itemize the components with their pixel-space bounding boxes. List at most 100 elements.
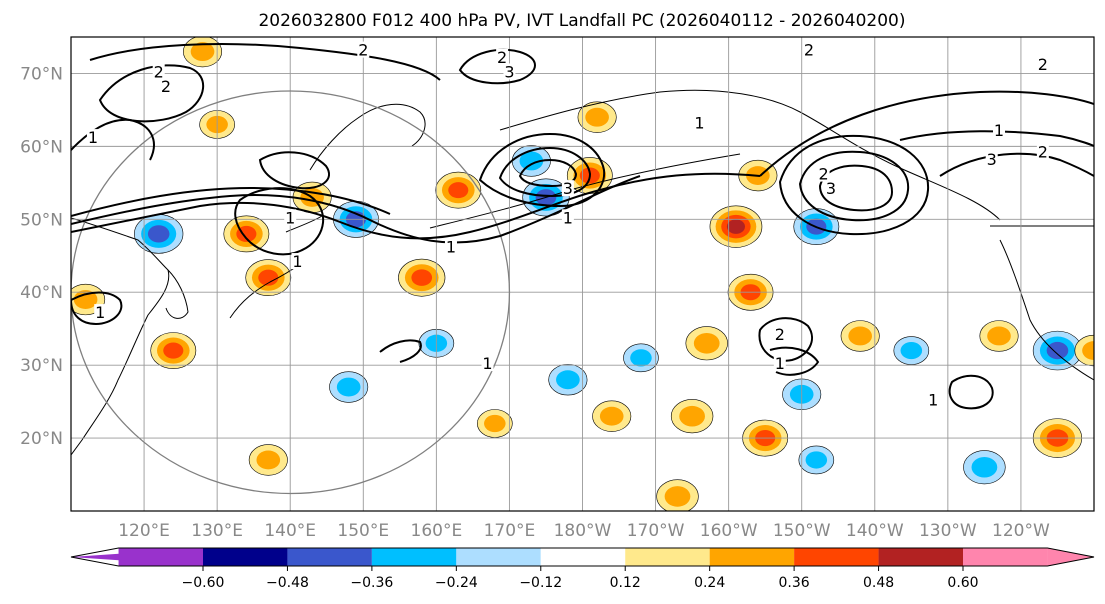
coastline-layer <box>71 89 1094 456</box>
colorbar-tick-label: 0.12 <box>610 575 641 591</box>
contour-line <box>759 90 1094 177</box>
contour-label: 2 <box>819 165 829 184</box>
colorbar-tick-label: −0.12 <box>519 575 562 591</box>
lat-tick-label: 60°N <box>20 137 63 157</box>
colorbar-segment <box>878 548 963 566</box>
positive-pv-anomaly <box>183 37 223 68</box>
lon-tick-label: 150°E <box>337 521 389 541</box>
contour-label-bg <box>773 325 786 342</box>
contour-label-bg <box>357 41 370 58</box>
colorbar-tick-label: 0.24 <box>694 575 725 591</box>
positive-pv-anomaly <box>435 171 482 209</box>
contour-line <box>758 317 813 362</box>
negative-pv-anomaly <box>134 214 184 254</box>
contour-label-bg <box>927 391 940 408</box>
coastline-korea <box>165 269 189 319</box>
contour-label: 3 <box>826 179 836 198</box>
contour-label: 3 <box>563 179 573 198</box>
contour-label-bg <box>503 63 516 80</box>
contour-label: 1 <box>928 391 938 410</box>
colorbar-segment <box>709 548 795 566</box>
positive-pv-anomaly <box>245 259 292 297</box>
contour-label: 1 <box>775 354 785 373</box>
negative-pv-anomaly <box>623 343 659 373</box>
lon-tick-label: 140°W <box>846 521 904 541</box>
lat-tick-label: 70°N <box>20 64 63 84</box>
contour-label: 1 <box>694 114 704 133</box>
colorbar-segment <box>287 548 372 566</box>
colorbar-extend-max <box>1047 548 1094 566</box>
lon-tick-label: 120°W <box>992 521 1050 541</box>
contour-label: 1 <box>994 121 1004 140</box>
coastline-asia <box>71 217 170 456</box>
contour-label-bg <box>824 180 837 197</box>
contour-line <box>71 186 391 217</box>
pv-anomaly-layer <box>71 37 1094 511</box>
gridlines <box>71 37 1094 511</box>
contour-label: 2 <box>775 325 785 344</box>
colorbar-ticks: −0.60 −0.48 −0.36 −0.24 −0.12 0.12 0.24 0.36 0.4… <box>182 566 979 591</box>
contour-label: 1 <box>292 252 302 271</box>
contour-line <box>89 43 441 81</box>
lon-tick-label: 170°E <box>484 521 536 541</box>
contour-label-bg <box>817 165 830 182</box>
positive-pv-anomaly <box>592 400 632 432</box>
positive-pv-anomaly <box>709 205 763 248</box>
contour-label: 2 <box>161 77 171 96</box>
lon-tick-label: 140°E <box>264 521 316 541</box>
coastline-kamchatka <box>309 103 426 171</box>
positive-pv-anomaly <box>150 332 197 369</box>
lat-tick-label: 50°N <box>20 210 63 230</box>
contour-label-bg <box>152 63 165 80</box>
negative-pv-anomaly <box>963 450 1006 485</box>
colorbar-segment <box>625 548 710 566</box>
lon-tick-label: 160°W <box>700 521 758 541</box>
positive-pv-anomaly <box>248 444 288 476</box>
contour-line <box>948 374 994 410</box>
contour-line <box>458 48 536 85</box>
contour-label-bg <box>496 48 509 65</box>
coastline-north-america <box>990 225 1094 381</box>
contour-label-bg <box>803 41 816 58</box>
contour-label-bg <box>561 180 574 197</box>
lon-tick-label: 170°W <box>627 521 685 541</box>
contour-label-bg <box>159 78 172 95</box>
negative-pv-anomaly <box>893 336 930 365</box>
colorbar-outline <box>70 547 1095 567</box>
contour-line <box>798 150 910 222</box>
colorbar-segment <box>456 548 541 566</box>
contour-label-bg <box>284 209 297 226</box>
contour-label: 3 <box>987 150 997 169</box>
lat-tick-label: 40°N <box>20 283 63 303</box>
negative-pv-anomaly <box>548 364 588 396</box>
contour-line <box>379 339 422 363</box>
negative-pv-anomaly <box>798 445 835 475</box>
contour-line <box>778 134 930 236</box>
contour-line <box>71 172 761 240</box>
positive-pv-anomaly <box>223 215 270 253</box>
negative-pv-anomaly <box>329 371 369 403</box>
contour-label-bg <box>94 304 107 321</box>
contour-line <box>769 346 820 376</box>
contour-line <box>899 130 1094 147</box>
colorbar-tick-label: −0.36 <box>350 575 393 591</box>
chart-title: 2026032800 F012 400 hPa PV, IVT Landfall… <box>258 11 905 31</box>
lat-tick-label: 30°N <box>20 356 63 376</box>
contour-label-bg <box>444 238 457 255</box>
contour-label-bg <box>985 150 998 167</box>
lon-tick-label: 120°E <box>118 521 170 541</box>
contour-label-bg <box>773 355 786 372</box>
colorbar-tick-label: −0.48 <box>266 575 309 591</box>
colorbar-segment <box>963 548 1048 566</box>
contour-line <box>498 146 592 198</box>
coastline-alaska <box>499 89 1001 221</box>
contour-label-bg <box>291 253 304 270</box>
lat-tick-label: 20°N <box>20 429 63 449</box>
contour-label: 2 <box>1038 143 1048 162</box>
lon-tick-label: 180°W <box>554 521 612 541</box>
colorbar-segment <box>540 548 626 566</box>
lon-tick-label: 160°E <box>411 521 463 541</box>
contour-line <box>478 132 606 208</box>
positive-pv-anomaly <box>670 399 714 434</box>
